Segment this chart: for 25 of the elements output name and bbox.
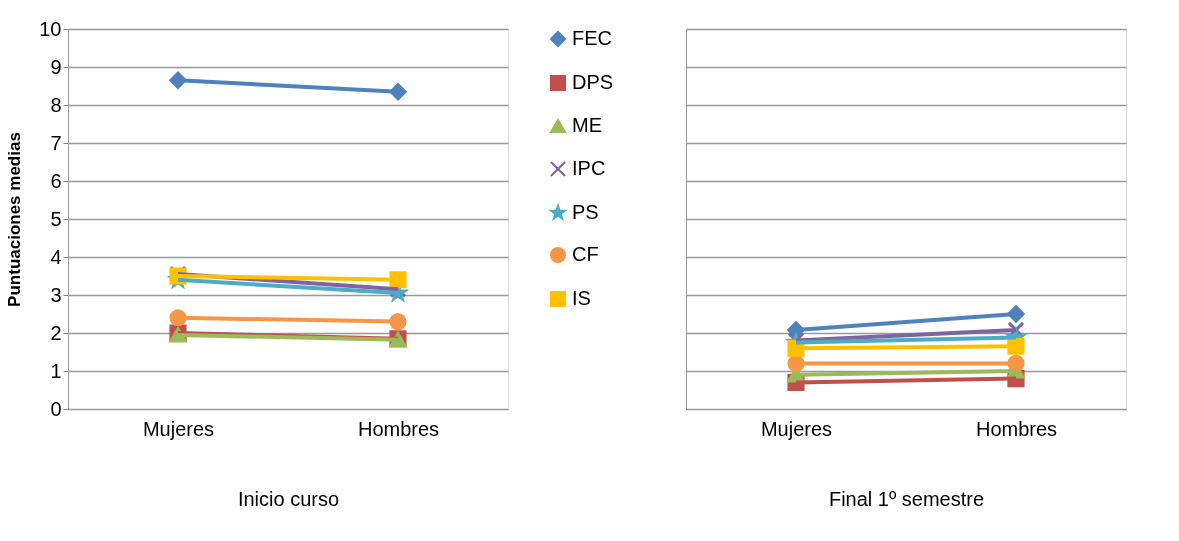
- legend-label: ME: [572, 114, 602, 136]
- y-tick-label: 7: [50, 131, 62, 154]
- legend-label: IPC: [572, 157, 606, 179]
- y-tick-label: 8: [50, 93, 62, 116]
- x-tick-label: Hombres: [357, 417, 440, 440]
- y-axis-title: Puntuaciones medias: [5, 132, 25, 307]
- y-tick-label: 2: [50, 321, 62, 344]
- y-tick-label: 4: [50, 245, 62, 268]
- legend-label: CF: [572, 243, 599, 265]
- x-tick-label: Hombres: [975, 417, 1058, 440]
- y-tick-label: 1: [50, 359, 62, 382]
- legend-label: PS: [572, 201, 599, 223]
- x-axis-title: Final 1º semestre: [828, 487, 985, 510]
- y-tick-label: 0: [50, 397, 62, 420]
- legend-label: IS: [572, 287, 591, 309]
- y-tick-label: 10: [39, 17, 62, 40]
- legend-label: FEC: [572, 27, 612, 49]
- legend-label: DPS: [572, 71, 614, 93]
- x-tick-label: Mujeres: [142, 417, 215, 440]
- x-axis-title: Inicio curso: [237, 487, 340, 510]
- y-tick-label: 5: [50, 207, 62, 230]
- y-tick-label: 3: [50, 283, 62, 306]
- y-tick-label: 6: [50, 169, 62, 192]
- y-tick-label: 9: [50, 55, 62, 78]
- x-tick-label: Mujeres: [760, 417, 833, 440]
